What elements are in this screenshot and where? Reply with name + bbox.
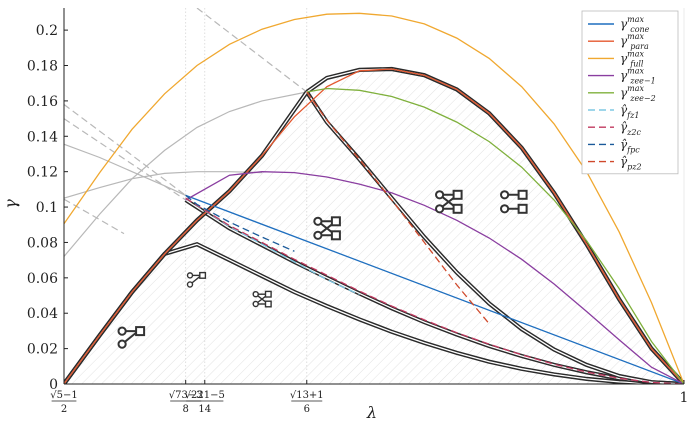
icon-dot	[313, 216, 323, 226]
legend-entry: γmax full	[620, 49, 645, 68]
y-tick-label: 0.12	[27, 165, 58, 181]
legend-entry: γ̂z2c	[620, 120, 641, 137]
legend-entry: γmax cone	[620, 15, 650, 34]
icon-dot	[117, 326, 127, 336]
legend-entry: γ̂pz2	[620, 155, 642, 172]
y-tick-label: 0.06	[27, 271, 58, 287]
region-hatch	[64, 69, 684, 384]
x-tick-label: 1	[680, 390, 689, 406]
icon-dot	[252, 290, 259, 298]
gray-curve-5	[64, 198, 125, 235]
icon-right-cross	[435, 189, 463, 214]
icon-dot	[252, 300, 259, 308]
data-series	[64, 12, 684, 384]
icon-square	[452, 189, 463, 200]
boundary-upper-band-inner	[306, 91, 684, 384]
series-zee−2-line	[306, 87, 684, 384]
gray-curve-1	[64, 171, 263, 199]
icon-square	[199, 271, 207, 279]
x-tick-denominator: 8	[182, 404, 188, 415]
icon-square	[517, 203, 528, 214]
x-tick-numerator: √221−5	[185, 390, 225, 401]
legend-entry: γmax zee−1	[620, 67, 656, 86]
region-icons	[117, 189, 528, 349]
axes	[63, 8, 685, 385]
y-axis-label: γ	[1, 199, 20, 209]
icon-square	[135, 326, 146, 337]
x-tick-numerator: √73−3	[169, 390, 203, 401]
icon-square	[452, 203, 463, 214]
x-tick-denominator: 14	[198, 404, 211, 415]
icon-dot	[313, 230, 323, 240]
y-tick-label: 0.04	[27, 306, 58, 322]
y-tick-label: 0	[49, 377, 58, 393]
x-tick-denominator: 2	[61, 404, 67, 415]
gray-curve-2	[64, 143, 186, 196]
x-tick-numerator: √5−1	[50, 390, 77, 401]
y-tick-label: 0.16	[27, 94, 58, 110]
series-pz2-line	[306, 91, 490, 325]
icon-mid-cross	[313, 216, 341, 241]
y-axis-ticks: 0 0.02 0.04 0.06 0.08 0.1 0.12 0.14 0.16 0.18 0.2	[27, 23, 68, 393]
icon-dot	[186, 272, 194, 279]
icon-square	[517, 189, 528, 200]
icon-bottom-left	[117, 326, 146, 349]
legend-entry: γ̂fpc	[620, 137, 640, 154]
x-axis-ticks: √5−1 2 √73−3 8 √221−5 14 √13+1 6 1	[50, 380, 688, 415]
series-fz1-line	[185, 197, 360, 296]
y-tick-label: 0.02	[27, 342, 58, 358]
icon-square	[330, 230, 341, 241]
x-tick-numerator: √13+1	[290, 390, 324, 401]
icon-right-pair	[499, 189, 528, 214]
series-para-line	[64, 68, 684, 384]
y-tick-label: 0.2	[36, 23, 58, 39]
y-tick-label: 0.18	[27, 59, 58, 75]
gray-curve-3	[64, 103, 187, 196]
icon-dot	[117, 339, 127, 349]
series-z2c-line	[185, 197, 684, 384]
y-tick-label: 0.08	[27, 235, 58, 251]
icon-dot	[435, 190, 445, 200]
icon-dot	[499, 190, 510, 200]
icon-square	[264, 290, 272, 298]
icon-small-mid	[252, 290, 272, 308]
boundary-lower-band-inner	[64, 243, 684, 384]
y-tick-label: 0.1	[36, 200, 58, 216]
gray-auxiliary-curves	[64, 8, 308, 257]
series-full-line	[64, 12, 684, 384]
icon-dot	[435, 204, 445, 214]
icon-dot	[499, 204, 510, 214]
legend-entry: γmax para	[620, 32, 649, 51]
series-fpc-line	[185, 194, 295, 252]
icon-dot	[186, 281, 194, 288]
legend-entry: γmax zee−2	[620, 84, 656, 103]
icon-small-left	[186, 271, 207, 288]
y-tick-label: 0.14	[27, 129, 58, 145]
gray-curve-0	[64, 91, 307, 257]
icon-square	[330, 216, 341, 227]
x-tick-denominator: 6	[304, 404, 310, 415]
x-axis-label: λ	[366, 403, 377, 422]
legend-entry: γ̂fz1	[620, 103, 639, 120]
feasible-region	[64, 69, 684, 384]
icon-square	[264, 300, 272, 308]
gray-curve-6	[196, 8, 308, 93]
series-cone-line	[185, 194, 684, 384]
gray-curve-4	[64, 118, 187, 201]
